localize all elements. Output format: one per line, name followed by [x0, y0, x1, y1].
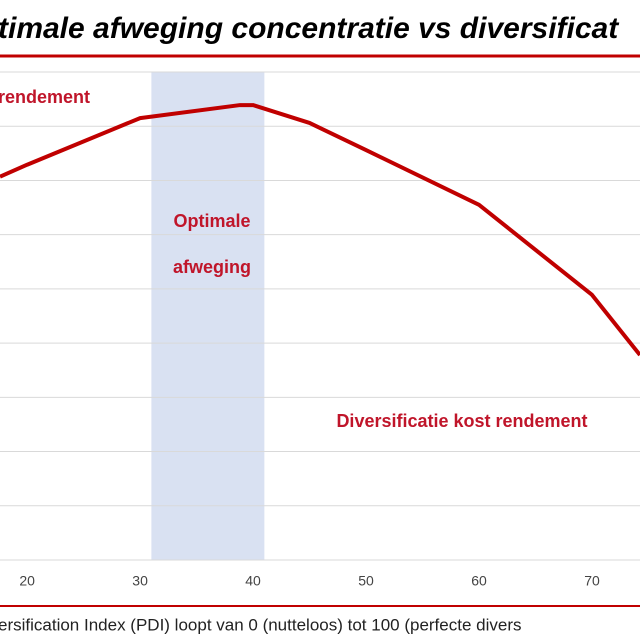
- x-tick-label: 60: [471, 573, 487, 589]
- highlight-band: [151, 72, 265, 560]
- annotation: Diversificatie kost rendement: [336, 411, 587, 431]
- line-series: [0, 103, 640, 357]
- annotation: Optimale: [173, 211, 250, 231]
- x-axis-label: ersification Index (PDI) loopt van 0 (nu…: [0, 615, 521, 634]
- annotation: rendement: [0, 87, 90, 107]
- chart-title: timale afweging concentratie vs diversif…: [0, 12, 620, 45]
- x-tick-label: 20: [19, 573, 35, 589]
- x-tick-label: 30: [132, 573, 148, 589]
- x-tick-label: 50: [358, 573, 374, 589]
- x-tick-label: 70: [584, 573, 600, 589]
- annotation: afweging: [173, 257, 251, 277]
- x-tick-label: 40: [245, 573, 261, 589]
